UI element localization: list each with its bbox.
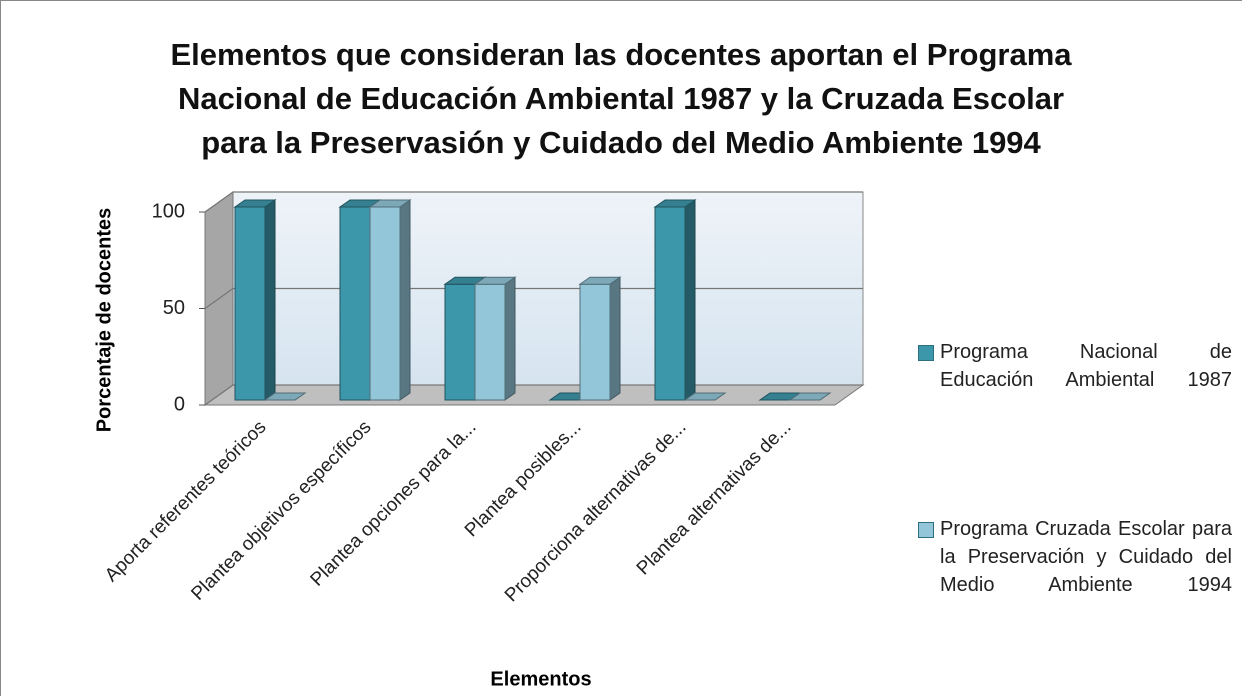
y-axis-label: Porcentaje de docentes: [93, 208, 115, 433]
bar-side: [264, 199, 276, 401]
bar: [263, 392, 307, 401]
bar-top: [788, 392, 832, 401]
bar: [233, 199, 277, 401]
bar-top: [263, 392, 307, 401]
y-tick-label: 50: [163, 297, 185, 319]
bar-side: [399, 199, 411, 401]
bar-front: [234, 206, 266, 401]
chart-title: Elementos que consideran las docentes ap…: [171, 37, 1073, 72]
bar-front: [369, 206, 401, 401]
bar-side: [504, 276, 516, 401]
legend-item: Programa Cruzada Escolar para la Preserv…: [918, 515, 1232, 599]
grid-line: [204, 191, 863, 213]
bar-top: [683, 392, 727, 401]
y-tick-label: 0: [174, 393, 185, 415]
bar: [683, 392, 727, 401]
bar: [788, 392, 832, 401]
bar-top: [578, 276, 622, 285]
floor: [203, 384, 865, 406]
bar-front: [339, 206, 371, 401]
bar-front: [654, 206, 686, 401]
bar-top: [473, 276, 517, 285]
bar-side: [684, 199, 696, 401]
bar-top: [233, 199, 277, 208]
bar-front: [474, 283, 506, 401]
grid-line: [204, 287, 863, 309]
legend-swatch: [918, 522, 934, 538]
bar-side: [609, 276, 621, 401]
bar: [578, 276, 622, 401]
x-axis-label: Elementos: [490, 668, 591, 690]
bar-front: [444, 283, 476, 401]
legend-label: Programa Cruzada Escolar para la Preserv…: [940, 518, 1232, 596]
chart-title: Nacional de Educación Ambiental 1987 y l…: [178, 81, 1064, 116]
bar-front: [579, 283, 611, 401]
bar: [473, 276, 517, 401]
y-tick-label: 100: [152, 200, 185, 222]
bar-top: [653, 199, 697, 208]
bar-top: [368, 199, 412, 208]
legend-label: Programa Nacional de Educación Ambiental…: [940, 341, 1232, 391]
legend-item: Programa Nacional de Educación Ambiental…: [918, 338, 1232, 394]
grid-line: [204, 384, 863, 406]
bar: [653, 199, 697, 401]
legend-swatch: [918, 345, 934, 361]
bar: [368, 199, 412, 401]
chart-title: para la Preservasión y Cuidado del Medio…: [201, 125, 1041, 160]
